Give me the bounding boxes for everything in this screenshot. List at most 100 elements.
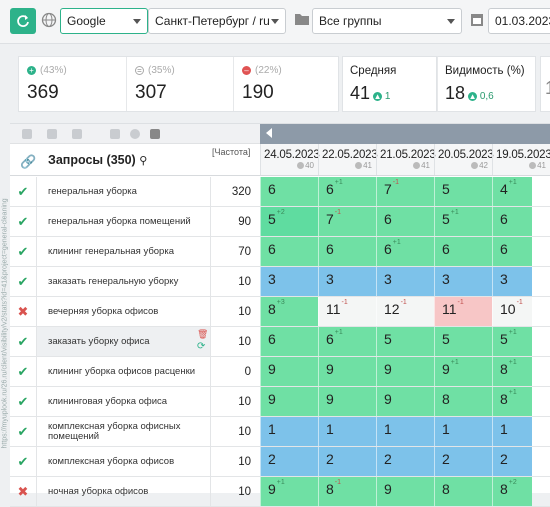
position-cell[interactable]: 2 [260,447,318,476]
position-cell[interactable]: 5+2 [260,207,318,236]
query-text[interactable]: клининговая уборка офиса [48,395,168,407]
query-text[interactable]: генеральная уборка помещений [48,215,191,227]
position-cell[interactable]: 5 [376,327,434,356]
dates-scroll-bar[interactable] [260,124,550,144]
position-cell[interactable]: 9+1 [434,357,492,386]
query-text[interactable]: заказать генеральную уборку [48,275,179,287]
table-icon[interactable] [110,129,120,139]
position-cell[interactable]: 9+1 [260,477,318,506]
position-cell[interactable]: 9 [260,357,318,386]
position-cell[interactable]: 3 [318,267,376,296]
check-icon[interactable]: ✔ [10,387,37,416]
position-cell[interactable]: 8+1 [492,387,532,416]
date-column-header[interactable]: 24.05.2023 40 [260,144,320,175]
date-column-header[interactable]: 19.05.2023 41 [492,144,550,175]
check-icon[interactable]: ✔ [10,417,37,446]
comment-icon[interactable] [47,129,57,139]
position-cell[interactable]: 3 [260,267,318,296]
contrast-icon[interactable] [130,129,140,139]
position-cell[interactable]: 6 [260,177,318,206]
table-row[interactable]: ✔ клининг генеральная уборка 70 6 6 6+1 6 6 [10,237,550,267]
position-cell[interactable]: 1 [376,417,434,446]
check-icon[interactable]: ✔ [10,237,37,266]
position-cell[interactable]: 5+1 [492,327,532,356]
position-cell[interactable]: 9 [376,357,434,386]
position-cell[interactable]: 2 [376,447,434,476]
position-cell[interactable]: 3 [434,267,492,296]
position-cell[interactable]: 6 [260,327,318,356]
query-text[interactable]: заказать уборку офиса [37,327,210,356]
position-cell[interactable]: 6+1 [318,177,376,206]
position-cell[interactable]: 9 [318,387,376,416]
frequency-header[interactable]: [Частота] [212,147,251,157]
check-icon[interactable]: ✔ [10,357,37,386]
position-cell[interactable]: 1 [492,417,532,446]
position-cell[interactable]: 6 [492,207,532,236]
position-cell[interactable]: 8 [434,387,492,416]
position-cell[interactable]: 10-1 [492,297,532,326]
position-cell[interactable]: 9 [260,387,318,416]
image-icon[interactable] [150,129,160,139]
position-cell[interactable]: 8-1 [318,477,376,506]
search-engine-select[interactable]: Google [60,8,148,34]
position-cell[interactable]: 5 [434,327,492,356]
table-row[interactable]: ✖ вечерняя уборка офисов 10 8+3 11-1 12-1 11-1… [10,297,550,327]
groups-select[interactable]: Все группы [312,8,462,34]
position-cell[interactable]: 4+1 [492,177,532,206]
position-cell[interactable]: 11-1 [434,297,492,326]
cross-icon[interactable]: ✖ [10,297,37,326]
position-cell[interactable]: 9 [376,387,434,416]
query-text[interactable]: вечерняя уборка офисов [48,305,159,317]
date-select[interactable]: 01.03.2023 [488,8,550,34]
position-cell[interactable]: 6+1 [318,327,376,356]
position-cell[interactable]: 11-1 [318,297,376,326]
table-row[interactable]: ✔ клининговая уборка офиса 10 9 9 9 8 8+1 [10,387,550,417]
position-cell[interactable]: 2 [434,447,492,476]
position-cell[interactable]: 1 [318,417,376,446]
position-cell[interactable]: 6 [492,237,532,266]
position-cell[interactable]: 9 [376,477,434,506]
query-text[interactable]: комплексная уборка офисных помещений [48,420,181,442]
check-icon[interactable]: ✔ [10,327,37,356]
query-text[interactable]: клининг генеральная уборка [48,245,174,257]
position-cell[interactable]: 1 [434,417,492,446]
check-icon[interactable]: ✔ [10,267,37,296]
stat-up[interactable]: + (43%) 369 [19,57,126,111]
position-cell[interactable]: 12-1 [376,297,434,326]
position-cell[interactable]: 6 [318,237,376,266]
check-icon[interactable]: ✔ [10,207,37,236]
sort-icon[interactable] [22,129,32,139]
stat-down[interactable]: – (22%) 190 [233,57,340,111]
table-row[interactable]: ✔ заказать генеральную уборку 10 3 3 3 3 3 [10,267,550,297]
position-cell[interactable]: 3 [376,267,434,296]
queries-header[interactable]: Запросы (350) ⚲ [48,153,148,167]
date-column-header[interactable]: 21.05.2023 41 [376,144,436,175]
check-icon[interactable]: ✔ [10,447,37,476]
stat-same[interactable]: = (35%) 307 [126,57,233,111]
position-cell[interactable]: 7-1 [376,177,434,206]
table-row[interactable]: ✔ генеральная уборка 320 6 6+1 7-1 5 4+1 [10,177,550,207]
query-text[interactable]: клининг уборка офисов расценки [48,365,196,377]
search-icon[interactable]: ⚲ [139,155,148,167]
position-cell[interactable]: 2 [492,447,532,476]
region-select[interactable]: Санкт-Петербург / ru [148,8,286,34]
position-cell[interactable]: 6 [434,237,492,266]
table-row[interactable]: ✔ клининг уборка офисов расценки 0 9 9 9 9+1 8+… [10,357,550,387]
chevron-left-icon[interactable] [266,128,272,138]
refresh-button[interactable] [10,8,36,34]
position-cell[interactable]: 3 [492,267,532,296]
position-cell[interactable]: 8+2 [492,477,532,506]
position-cell[interactable]: 8+1 [492,357,532,386]
position-cell[interactable]: 8 [434,477,492,506]
position-cell[interactable]: 6 [376,207,434,236]
position-cell[interactable]: 8+3 [260,297,318,326]
position-cell[interactable]: 7-1 [318,207,376,236]
table-row[interactable]: ✔ генеральная уборка помещений 90 5+2 7-1 6 5+… [10,207,550,237]
table-row[interactable]: ✖ ночная уборка офисов 10 9+1 8-1 9 8 8+2 [10,477,550,507]
link-icon[interactable]: 🔗 [20,154,37,169]
position-cell[interactable]: 5+1 [434,207,492,236]
date-column-header[interactable]: 20.05.2023 42 [434,144,494,175]
link-icon[interactable] [72,129,82,139]
position-cell[interactable]: 6+1 [376,237,434,266]
position-cell[interactable]: 2 [318,447,376,476]
